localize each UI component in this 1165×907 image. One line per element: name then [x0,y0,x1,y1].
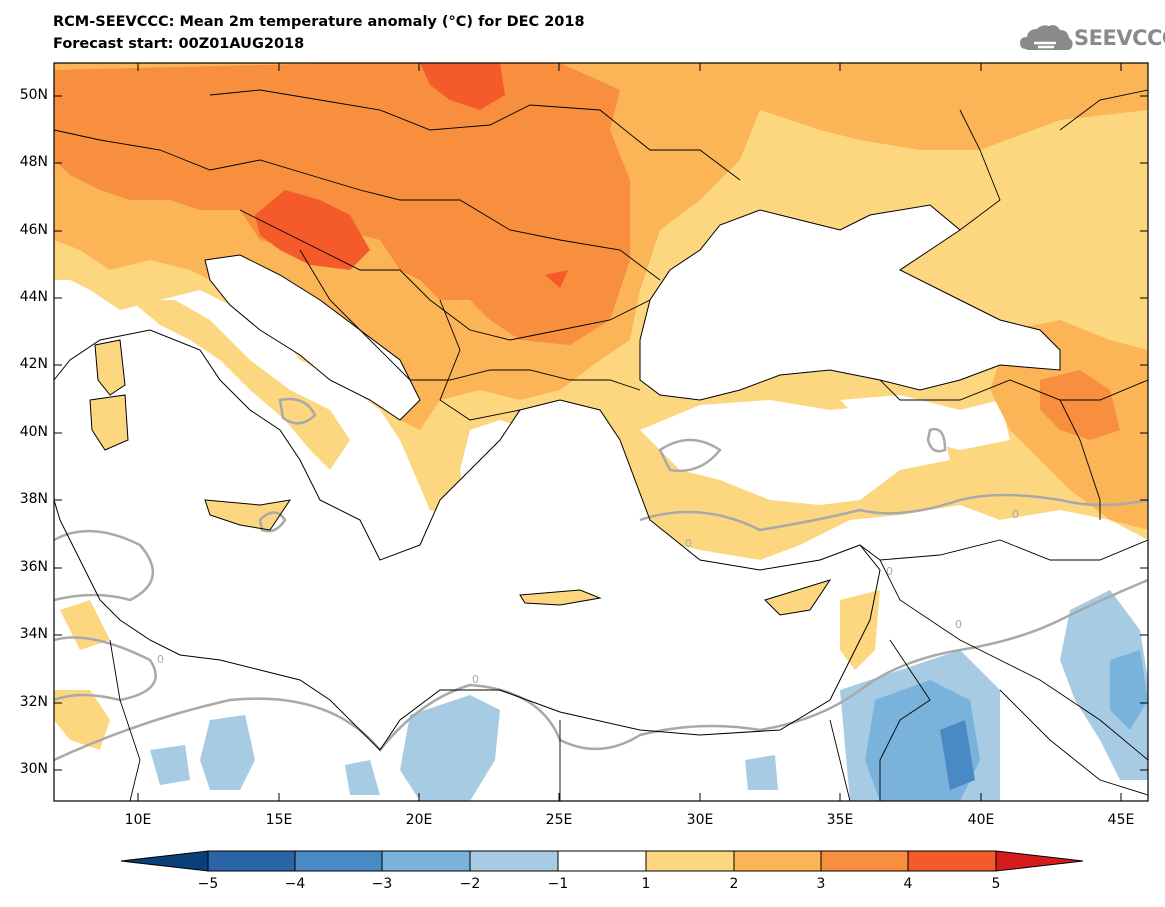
lon-label: 30E [686,812,714,828]
colorbar-label: 1 [641,876,651,892]
contour-label: 0 [1012,508,1019,521]
lon-label: 15E [265,812,293,828]
colorbar-segment [557,850,647,872]
lat-label: 40N [19,424,48,440]
zero-contours [54,397,1148,762]
colorbar-label: −3 [371,876,393,892]
mediterranean-sea [54,330,880,750]
lat-label: 36N [19,559,48,575]
lat-ticks [54,95,1148,771]
colorbar-label: 3 [816,876,826,892]
lat-label: 38N [19,491,48,507]
lon-label: 35E [826,812,854,828]
lon-label: 45E [1107,812,1135,828]
colorbar-segment [733,850,822,872]
lat-label: 30N [19,761,48,777]
colorbar-segment [820,850,909,872]
lat-label: 34N [19,626,48,642]
lat-label: 32N [19,694,48,710]
contour-label: 0 [157,653,164,666]
colorbar-label: −1 [547,876,569,892]
anomaly-zone-4-5 [255,190,370,270]
colorbar-segment [645,850,735,872]
contour-label: 0 [886,565,893,578]
colorbar-segment [294,850,383,872]
map-title: RCM-SEEVCCC: Mean 2m temperature anomaly… [53,14,585,30]
colorbar-label: −4 [284,876,306,892]
lat-label: 48N [19,154,48,170]
lon-label: 40E [967,812,995,828]
colorbar-segment [207,850,296,872]
lat-label: 50N [19,87,48,103]
black-sea [640,205,1060,400]
colorbar-label: 4 [903,876,913,892]
contour-label: 0 [955,618,962,631]
cloud-icon [1020,25,1073,50]
colorbar-segment [907,850,997,872]
forecast-start-label: Forecast start: 00Z01AUG2018 [53,36,305,52]
lon-label: 25E [545,812,573,828]
logo-text: SEEVCCC [1074,26,1165,50]
contour-label: 0 [685,537,692,550]
colorbar-label: 2 [729,876,739,892]
colorbar-label: 5 [991,876,1001,892]
map-frame [53,62,1149,802]
lon-ticks [137,63,1122,801]
contour-label: 0 [472,673,479,686]
lon-label: 20E [405,812,433,828]
lat-label: 44N [19,289,48,305]
anomaly-zone-3-4 [54,63,630,345]
colorbar [120,850,1084,872]
colorbar-label: −5 [197,876,219,892]
map-field [54,63,1148,801]
lon-label: 10E [124,812,152,828]
coastlines [54,204,1061,751]
colorbar-segment [120,850,209,872]
colorbar-segment [381,850,471,872]
colorbar-segment [995,850,1084,872]
seevccc-logo: SEEVCCC [1018,21,1165,55]
colorbar-segment [469,850,559,872]
colorbar-label: −2 [459,876,481,892]
country-borders [54,89,1148,801]
lat-label: 42N [19,356,48,372]
lat-label: 46N [19,222,48,238]
contour-labels: 0 0 0 0 0 0 [157,508,1019,686]
